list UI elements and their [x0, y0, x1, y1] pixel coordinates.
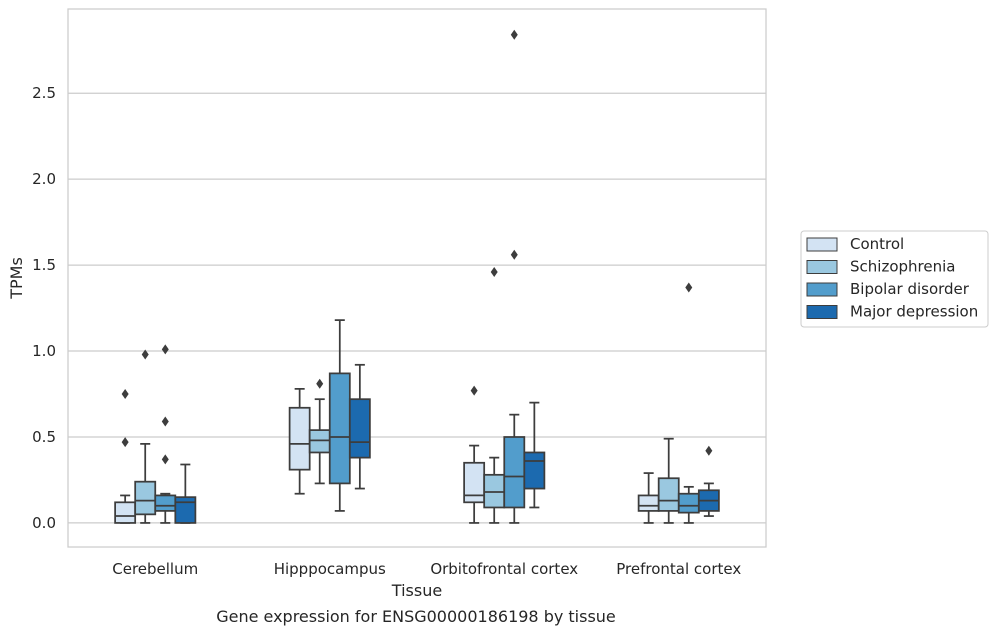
legend-swatch: [806, 305, 838, 319]
legend-swatch: [806, 260, 838, 274]
box-control: [463, 385, 486, 524]
box-major-depression: [174, 463, 197, 524]
y-tick-label: 1.0: [32, 342, 56, 360]
box-body: [174, 496, 197, 524]
chart-caption: Gene expression for ENSG00000186198 by t…: [216, 607, 616, 626]
box-body: [114, 501, 137, 524]
outlier-point: [685, 282, 693, 293]
box-body: [657, 477, 680, 512]
x-axis-title: Tissue: [391, 581, 442, 600]
box-body: [523, 451, 546, 490]
legend-frame: [800, 230, 989, 328]
y-tick-labels: 0.0 0.5 1.0 1.5 2.0 2.5: [32, 84, 56, 532]
outlier-point: [161, 416, 169, 427]
x-tick-label: Hipppocampus: [274, 560, 386, 578]
box-bipolar-disorder: [503, 29, 526, 524]
box-control: [288, 387, 311, 495]
legend: Control Schizophrenia Bipolar disorder Majo…: [800, 230, 989, 328]
box-body: [463, 461, 486, 504]
outlier-point: [141, 349, 149, 360]
outlier-point: [510, 249, 518, 260]
y-tick-label: 2.5: [32, 84, 56, 102]
box-body: [154, 494, 177, 512]
x-tick-label: Prefrontal cortex: [616, 560, 741, 578]
y-tick-label: 2.0: [32, 170, 56, 188]
y-tick-label: 0.5: [32, 428, 56, 446]
outlier-point: [510, 29, 518, 40]
outlier-point: [490, 266, 498, 277]
x-tick-labels: Cerebellum Hipppocampus Orbitofrontal cort…: [112, 560, 741, 578]
box-schizophrenia: [308, 378, 331, 485]
box-bipolar-disorder: [328, 319, 351, 512]
x-tick-label: Orbitofrontal cortex: [430, 560, 578, 578]
box-schizophrenia: [657, 437, 680, 524]
outlier-point: [121, 389, 129, 400]
outlier-point: [705, 445, 713, 456]
box-bipolar-disorder: [154, 344, 177, 524]
box-body: [677, 492, 700, 514]
box-body: [637, 494, 660, 512]
y-tick-label: 1.5: [32, 256, 56, 274]
outlier-point: [161, 454, 169, 465]
outlier-point: [316, 378, 324, 389]
legend-swatch: [806, 237, 838, 252]
outlier-point: [470, 385, 478, 396]
plot-frame: [67, 8, 767, 548]
boxes: [114, 29, 720, 524]
legend-label: Control: [850, 235, 904, 253]
legend-label: Major depression: [850, 303, 978, 321]
y-tick-label: 0.0: [32, 514, 56, 532]
box-schizophrenia: [483, 266, 506, 524]
outlier-point: [161, 344, 169, 355]
box-control: [114, 389, 137, 524]
box-body: [348, 398, 371, 459]
box-body: [328, 372, 351, 485]
x-tick-label: Cerebellum: [112, 560, 198, 578]
legend-swatch: [806, 282, 838, 297]
box-body: [503, 436, 526, 509]
box-major-depression: [523, 401, 546, 509]
legend-label: Bipolar disorder: [850, 280, 970, 298]
box-major-depression: [697, 445, 720, 517]
box-major-depression: [348, 363, 371, 490]
box-body: [288, 406, 311, 471]
grid-lines: [68, 92, 766, 524]
y-axis-title: TPMs: [7, 257, 26, 300]
box-control: [637, 472, 660, 524]
box-bipolar-disorder: [677, 282, 700, 524]
outlier-point: [121, 437, 129, 448]
box-body: [134, 480, 157, 516]
legend-label: Schizophrenia: [850, 258, 955, 276]
box-schizophrenia: [134, 349, 157, 524]
